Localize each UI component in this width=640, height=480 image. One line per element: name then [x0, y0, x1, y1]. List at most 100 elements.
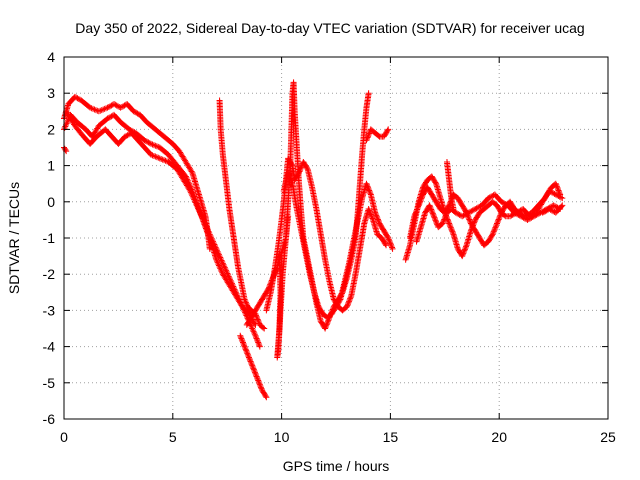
data-point	[196, 208, 203, 215]
data-point	[500, 200, 507, 207]
data-point	[468, 208, 475, 215]
data-point	[91, 106, 98, 113]
data-point	[492, 223, 499, 230]
data-point	[95, 108, 102, 115]
data-point	[220, 261, 227, 268]
data-point	[252, 332, 259, 339]
data-point	[491, 225, 498, 232]
data-point	[207, 232, 214, 239]
data-point	[62, 146, 69, 153]
data-point	[238, 336, 245, 343]
data-point	[364, 182, 371, 189]
y-tick-label: 0	[47, 194, 55, 210]
data-point	[372, 209, 379, 216]
data-point	[189, 192, 196, 199]
y-axis-label: SDTVAR / TECUs	[6, 182, 22, 294]
data-point	[253, 373, 260, 380]
data-point	[198, 214, 205, 221]
data-point	[247, 358, 254, 365]
data-point	[415, 203, 422, 210]
data-point	[249, 325, 256, 332]
data-point	[491, 227, 498, 234]
data-point	[237, 332, 244, 339]
data-point	[507, 213, 514, 220]
data-point	[193, 200, 200, 207]
data-point	[512, 210, 519, 217]
data-point	[234, 293, 241, 300]
data-point	[430, 211, 437, 218]
data-point	[247, 357, 254, 364]
data-point	[496, 213, 503, 220]
data-point	[148, 151, 155, 158]
data-point	[205, 228, 212, 235]
data-point	[411, 213, 418, 220]
data-point	[156, 155, 163, 162]
data-point	[552, 180, 559, 187]
data-point	[453, 210, 460, 217]
data-point	[253, 334, 260, 341]
data-point	[323, 322, 330, 329]
y-axis-tick-labels: -6 -5 -4 -3 -2 -1 0 1 2 3 4	[43, 49, 56, 427]
data-point	[217, 265, 224, 272]
data-point	[384, 127, 391, 134]
data-point	[441, 215, 448, 222]
data-point	[459, 251, 466, 258]
data-point	[474, 204, 481, 211]
data-point	[556, 188, 563, 195]
data-point	[366, 207, 373, 214]
data-point	[554, 184, 561, 191]
data-point	[188, 168, 195, 175]
data-point	[218, 257, 225, 264]
data-point	[255, 319, 262, 326]
data-point	[142, 137, 149, 144]
data-point	[222, 266, 229, 273]
data-point	[113, 102, 120, 109]
data-point	[250, 366, 257, 373]
data-point	[345, 299, 352, 306]
data-point	[546, 206, 553, 213]
data-point	[243, 300, 250, 307]
data-point	[224, 270, 231, 277]
data-point	[462, 244, 469, 251]
data-point	[411, 211, 418, 218]
data-point	[195, 206, 202, 213]
data-point	[255, 339, 262, 346]
data-point	[90, 105, 97, 112]
data-point	[373, 212, 380, 219]
data-point	[62, 123, 69, 130]
data-point	[389, 245, 396, 252]
data-point	[243, 347, 250, 354]
data-point	[111, 101, 118, 108]
data-point	[100, 106, 107, 113]
data-point	[449, 228, 456, 235]
data-point	[114, 103, 121, 110]
data-point	[463, 243, 470, 250]
data-point	[496, 215, 503, 222]
data-point	[244, 350, 251, 357]
data-point	[213, 247, 220, 254]
data-point	[287, 175, 294, 182]
data-point	[557, 191, 564, 198]
data-point	[254, 338, 261, 345]
data-point	[243, 349, 250, 356]
data-point	[440, 219, 447, 226]
data-point	[215, 261, 222, 268]
data-point	[149, 152, 156, 159]
data-point	[188, 190, 195, 197]
data-point	[413, 207, 420, 214]
data-point	[450, 206, 457, 213]
data-point	[107, 103, 114, 110]
data-point	[287, 176, 294, 183]
data-point	[286, 173, 293, 180]
data-point	[256, 342, 263, 349]
data-point	[249, 362, 256, 369]
data-point	[515, 211, 522, 218]
data-point	[112, 101, 119, 108]
data-point	[223, 267, 230, 274]
data-point	[556, 190, 563, 197]
data-point	[463, 211, 470, 218]
data-point	[63, 120, 70, 127]
data-point	[254, 336, 261, 343]
data-point	[223, 269, 230, 276]
data-point	[230, 284, 237, 291]
